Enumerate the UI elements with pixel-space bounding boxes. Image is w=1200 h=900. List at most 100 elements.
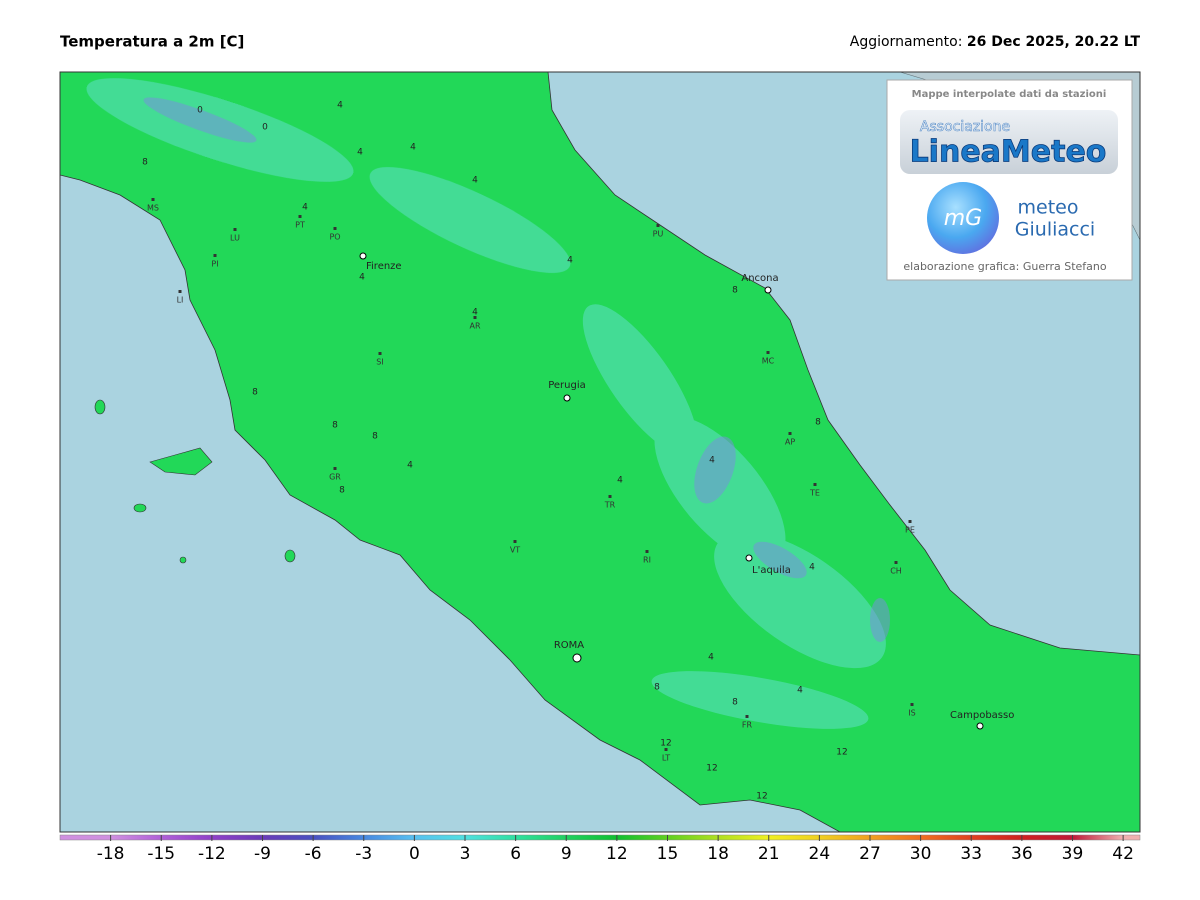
- province-marker: [908, 520, 912, 523]
- province-label: AR: [469, 322, 480, 331]
- colorbar-tick-label: 18: [707, 844, 729, 864]
- colorbar: -18 -15 -12 -9 -6 -3 0 3 6 9 12 15 18 21 24 27 30 33 36 39 4…: [59, 834, 1141, 864]
- contour-label: 4: [302, 203, 308, 213]
- colorbar-tick-label: 0: [409, 844, 420, 864]
- colorbar-tick-label: 24: [809, 844, 831, 864]
- update-label: Aggiornamento:: [850, 34, 963, 50]
- colorbar-tick-label: 42: [1112, 844, 1134, 864]
- colorbar-tick-label: 33: [960, 844, 982, 864]
- city-marker: [745, 554, 753, 562]
- province-marker: [788, 432, 792, 435]
- city-label: Campobasso: [950, 710, 1014, 721]
- colorbar-tick-label: 3: [460, 844, 471, 864]
- city-label: Perugia: [548, 380, 586, 391]
- colorbar-tick-label: 6: [510, 844, 521, 864]
- update: Aggiornamento: 26 Dec 2025, 20.22 LT: [850, 34, 1141, 50]
- contour-label: 4: [708, 653, 714, 663]
- province-marker: [333, 467, 337, 470]
- contour-label: 4: [472, 176, 478, 186]
- map-labels: Firenze Ancona Perugia L'aquila ROMA Campobas…: [142, 101, 1014, 802]
- province-label: MC: [762, 357, 775, 366]
- province-marker: [766, 351, 770, 354]
- province-label: LT: [662, 754, 670, 763]
- contour-label: 0: [262, 123, 268, 133]
- province-marker: [745, 715, 749, 718]
- linea-top: Associazione: [920, 119, 1010, 135]
- province-label: PE: [905, 526, 915, 535]
- meteo-text: meteo: [1018, 197, 1079, 219]
- logo-caption: Mappe interpolate dati da stazioni: [912, 89, 1107, 100]
- update-value: 26 Dec 2025, 20.22 LT: [967, 34, 1141, 50]
- logo-credit: elaborazione grafica: Guerra Stefano: [903, 260, 1107, 273]
- linea-brand: LineaMeteo: [910, 135, 1107, 170]
- contour-label: 4: [617, 476, 623, 486]
- province-marker: [178, 290, 182, 293]
- contour-label: 4: [709, 456, 715, 466]
- colorbar-tick-label: 36: [1011, 844, 1033, 864]
- contour-label: 4: [809, 563, 815, 573]
- province-marker: [298, 215, 302, 218]
- map-frame: [59, 71, 1141, 833]
- colorbar-tick-label: -12: [198, 844, 226, 864]
- province-marker: [645, 550, 649, 553]
- colorbar-tick-label: 21: [758, 844, 780, 864]
- colorbar-tick-label: 30: [910, 844, 932, 864]
- linea-logo-bg: [900, 110, 1118, 174]
- province-marker: [608, 495, 612, 498]
- contour-label: 12: [836, 748, 847, 758]
- province-marker: [333, 227, 337, 230]
- colorbar-tick-label: 15: [657, 844, 679, 864]
- colorbar-tick-label: -18: [97, 844, 125, 864]
- colorbar-tick-label: 12: [606, 844, 628, 864]
- contour-label: 4: [359, 273, 365, 283]
- logo-box: Mappe interpolate dati da stazioni Assoc…: [886, 79, 1133, 281]
- province-label: PT: [295, 221, 305, 230]
- province-label: LU: [230, 234, 240, 243]
- province-marker: [233, 228, 237, 231]
- contour-label: 4: [797, 686, 803, 696]
- contour-label: 8: [339, 486, 345, 496]
- city-label: ROMA: [554, 640, 584, 651]
- giuliacci-text: Giuliacci: [1015, 219, 1095, 241]
- province-label: MS: [147, 204, 159, 213]
- contour-label: 4: [337, 101, 343, 111]
- city-marker: [359, 252, 367, 260]
- mg-icon: [927, 182, 999, 254]
- province-marker: [151, 198, 155, 201]
- province-label: TR: [604, 501, 616, 510]
- colorbar-tick-label: -9: [254, 844, 271, 864]
- colorbar-tick-label: -15: [147, 844, 175, 864]
- colorbar-tick-label: -6: [305, 844, 322, 864]
- contour-label: 8: [732, 698, 738, 708]
- contour-label: 8: [142, 158, 148, 168]
- city-marker: [764, 286, 772, 294]
- province-marker: [910, 703, 914, 706]
- city-label: Ancona: [741, 273, 778, 284]
- colorbar-ramp: [59, 834, 1141, 841]
- province-label: RI: [643, 556, 651, 565]
- contour-label: 12: [756, 792, 767, 802]
- province-marker: [513, 540, 517, 543]
- contour-label: 4: [567, 256, 573, 266]
- province-marker: [656, 224, 660, 227]
- contour-label: 8: [252, 388, 258, 398]
- contour-label: 4: [472, 308, 478, 318]
- province-marker: [813, 483, 817, 486]
- province-marker: [213, 254, 217, 257]
- colorbar-tick-label: 39: [1062, 844, 1084, 864]
- province-label: SI: [376, 358, 383, 367]
- contour-label: 8: [654, 683, 660, 693]
- mg-icon-text: mG: [944, 206, 982, 231]
- contour-label: 8: [372, 432, 378, 442]
- contour-label: 4: [410, 143, 416, 153]
- colorbar-tick-label: 27: [859, 844, 881, 864]
- city-marker: [563, 394, 571, 402]
- province-label: TE: [809, 489, 820, 498]
- contour-label: 8: [815, 418, 821, 428]
- province-label: IS: [908, 709, 915, 718]
- colorbar-tick-label: -3: [355, 844, 372, 864]
- contour-label: 12: [660, 739, 671, 749]
- city-marker: [976, 722, 984, 730]
- province-marker: [894, 561, 898, 564]
- province-marker: [473, 316, 477, 319]
